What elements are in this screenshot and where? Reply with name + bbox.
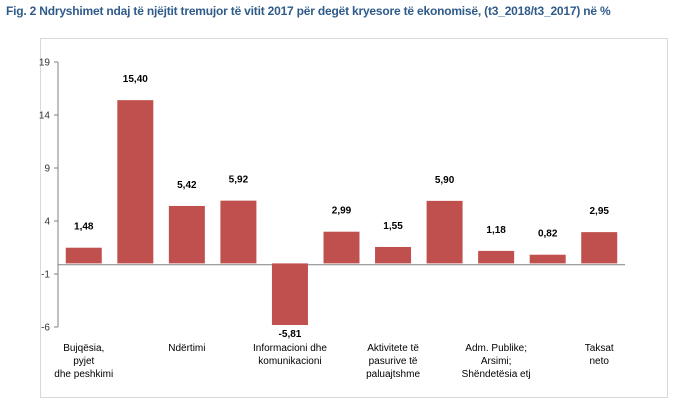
bars bbox=[65, 100, 618, 325]
chart-frame bbox=[40, 38, 668, 398]
data-label: 1,18 bbox=[486, 225, 506, 236]
bar bbox=[375, 246, 412, 264]
y-tick-label: 9 bbox=[44, 164, 50, 175]
category-label: Informacioni dhe bbox=[253, 343, 327, 354]
bar bbox=[478, 250, 515, 264]
data-labels: 1,48 15,40 5,42 5,92 -5,81 2,99 1,55 5,90 1,18 0,… bbox=[74, 74, 609, 340]
bar bbox=[426, 200, 463, 264]
y-tick-label: -1 bbox=[41, 270, 50, 281]
category-label: Shëndetësia etj bbox=[462, 369, 531, 380]
chart-title: Fig. 2 Ndryshimet ndaj të njëjtit tremuj… bbox=[6, 4, 611, 18]
category-label: pyjet bbox=[73, 356, 94, 367]
bar bbox=[220, 200, 257, 264]
y-tick-label: -6 bbox=[41, 323, 50, 334]
data-label: 5,92 bbox=[229, 175, 249, 186]
bar bbox=[581, 232, 618, 264]
category-labels: Bujqësia, pyjet dhe peshkimi Ndërtimi Inform… bbox=[54, 343, 614, 380]
category-label: Adm. Publike; bbox=[465, 343, 527, 354]
bar bbox=[529, 254, 566, 264]
data-label: 15,40 bbox=[123, 74, 148, 85]
data-label: 1,48 bbox=[74, 222, 94, 233]
category-label: Taksat bbox=[585, 343, 614, 354]
bar bbox=[271, 263, 308, 325]
bar bbox=[168, 205, 205, 264]
bar bbox=[117, 100, 154, 264]
y-tick-label: 14 bbox=[39, 111, 51, 122]
data-label: 2,95 bbox=[589, 206, 609, 217]
category-label: pasurive të bbox=[369, 356, 418, 367]
bar bbox=[323, 231, 360, 264]
category-label: komunikacioni bbox=[258, 356, 321, 367]
data-label: 5,90 bbox=[435, 175, 455, 186]
data-label: 0,82 bbox=[538, 229, 558, 240]
data-label: 1,55 bbox=[383, 221, 403, 232]
category-label: Ndërtimi bbox=[168, 343, 205, 354]
category-label: Bujqësia, bbox=[63, 343, 104, 354]
category-label: Arsimi; bbox=[481, 356, 512, 367]
data-label: -5,81 bbox=[279, 329, 302, 340]
data-label: 5,42 bbox=[177, 180, 197, 191]
y-tick-label: 19 bbox=[39, 58, 51, 69]
category-label: paluajtshme bbox=[366, 369, 420, 380]
category-label: Aktivitete të bbox=[367, 343, 419, 354]
y-tick-label: 4 bbox=[44, 217, 50, 228]
category-label: neto bbox=[589, 356, 609, 367]
bar bbox=[65, 247, 102, 264]
y-axis-ticks: 19 14 9 4 -1 -6 bbox=[39, 58, 58, 334]
category-label: dhe peshkimi bbox=[54, 369, 113, 380]
data-label: 2,99 bbox=[332, 206, 352, 217]
